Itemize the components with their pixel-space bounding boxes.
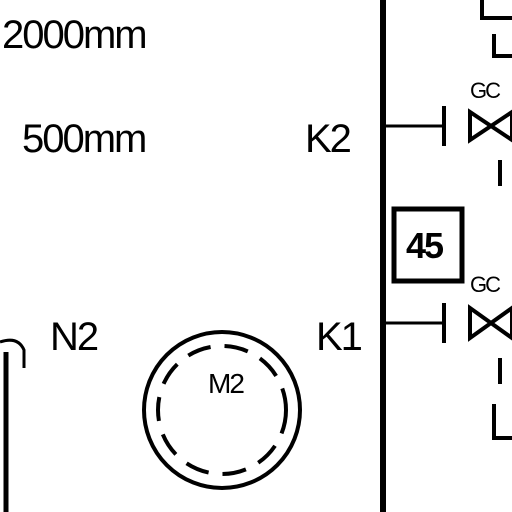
k1-valve-icon [468, 304, 512, 342]
dimension-label-2000mm: 2000mm [2, 13, 146, 57]
top-right-box-fragment [480, 0, 512, 20]
motor-outer-circle [142, 330, 302, 490]
valve-branch-k1: GC [383, 272, 512, 440]
k2-valve-tag: GC [470, 78, 501, 103]
label-k2: K2 [305, 117, 351, 161]
motor-inner-dashed-circle [156, 344, 288, 476]
k2-valve-icon [468, 108, 512, 144]
label-n2: N2 [50, 315, 98, 359]
valve-branch-k2: GC [383, 78, 512, 186]
k1-bottom-bracket [492, 404, 512, 440]
top-right-bracket [492, 34, 512, 58]
motor-m2-symbol: M2 [142, 330, 302, 490]
dimension-label-500mm: 500mm [22, 117, 145, 161]
k1-valve-tag: GC [470, 272, 501, 297]
motor-label-m2: M2 [208, 368, 244, 399]
left-edge-arc [0, 338, 26, 368]
box-45-label: 45 [406, 225, 444, 266]
box-45: 45 [391, 206, 465, 284]
label-k1: K1 [316, 315, 362, 359]
box-45-frame [391, 206, 465, 284]
